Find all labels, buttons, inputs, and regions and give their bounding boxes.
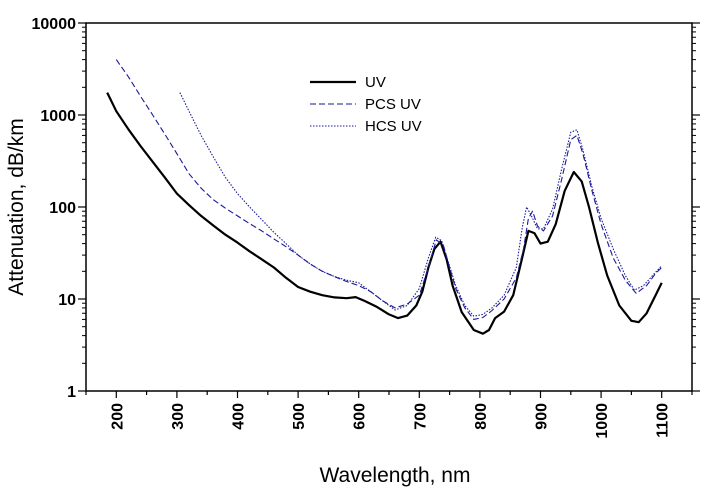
- x-tick-label: 600: [352, 403, 369, 430]
- y-tick-label: 10000: [32, 16, 77, 33]
- y-tick-label: 100: [49, 200, 76, 217]
- x-tick-label: 1000: [594, 403, 611, 439]
- y-tick-label: 1: [67, 384, 76, 401]
- plot-frame: [85, 22, 693, 392]
- y-tick-label: 1000: [40, 108, 76, 125]
- x-tick-label: 500: [291, 403, 308, 430]
- series-line-pcs-uv: [115, 59, 663, 320]
- series-layer: [106, 59, 663, 335]
- legend-label: UV: [365, 74, 386, 91]
- x-tick-label: 1100: [655, 403, 672, 438]
- series-line-uv: [106, 92, 663, 335]
- x-axis-title: Wavelength, nm: [320, 464, 471, 487]
- series-line-hcs-uv: [179, 92, 663, 317]
- x-tick-label: 700: [412, 403, 429, 430]
- legend: UV PCS UV HCS UV: [310, 74, 422, 135]
- y-axis-title: Attenuation, dB/km: [5, 118, 28, 295]
- y-tick-label: 10: [58, 292, 76, 309]
- legend-label: HCS UV: [365, 118, 422, 135]
- legend-label: PCS UV: [365, 96, 421, 113]
- x-tick-label: 800: [473, 403, 490, 430]
- x-tick-label: 900: [534, 403, 551, 430]
- x-tick-label: 300: [170, 403, 187, 430]
- y-axis-ticks: 1 10 100 1000 10000: [32, 16, 700, 401]
- x-tick-label: 400: [231, 403, 248, 430]
- x-tick-label: 200: [109, 403, 126, 430]
- x-axis-ticks: 200 300 400 500 600 700 800 900 1000 1100: [85, 391, 693, 439]
